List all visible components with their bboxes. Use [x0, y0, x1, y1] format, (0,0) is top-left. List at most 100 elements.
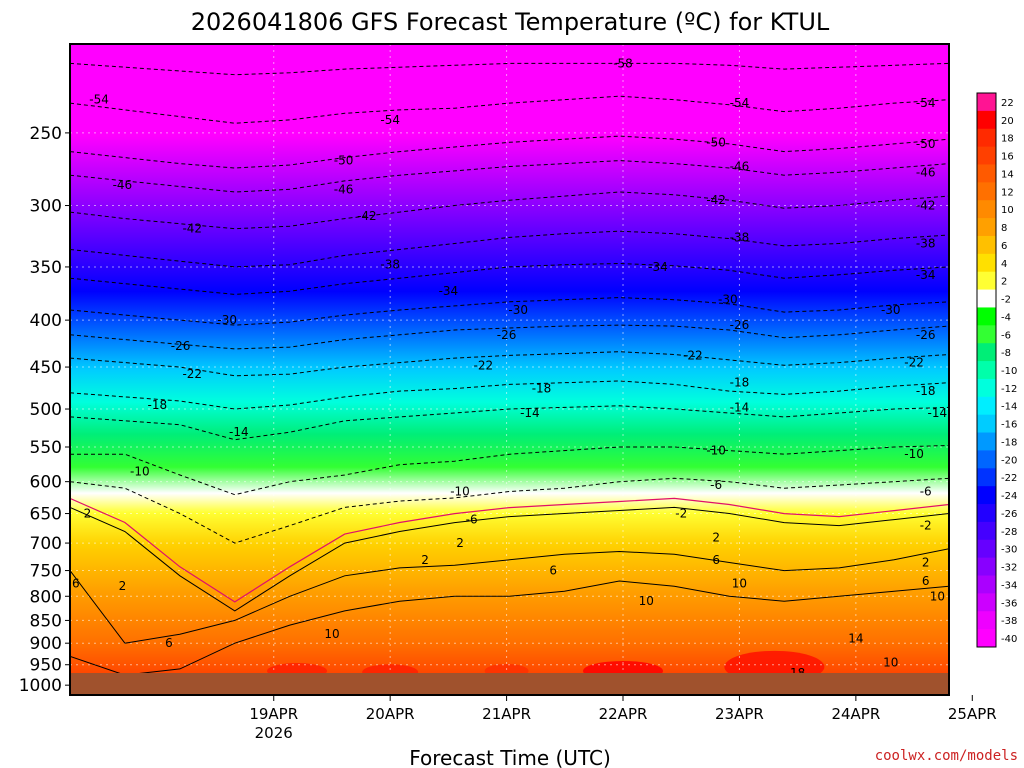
x-tick-label: 24APR: [831, 705, 880, 723]
isotherm-label: 2: [119, 579, 127, 593]
colorbar-label: -36: [1001, 598, 1017, 609]
colorbar-label: -20: [1001, 455, 1017, 466]
isotherm-label: -50: [916, 137, 936, 151]
colorbar-swatch: [977, 593, 996, 612]
isotherm-label: -30: [508, 303, 528, 317]
isotherm-label: -30: [718, 293, 738, 307]
colorbar-label: -14: [1001, 402, 1017, 413]
x-tick-year: 2026: [255, 724, 293, 742]
isotherm-label: 2: [456, 536, 464, 550]
isotherm-label: -18: [532, 382, 552, 396]
colorbar-swatch: [977, 521, 996, 541]
isotherm-label: -26: [497, 328, 517, 342]
isotherm-label: -54: [380, 113, 400, 127]
x-tick-label: 23APR: [715, 705, 764, 723]
colorbar-swatch: [977, 343, 996, 362]
colorbar-swatch: [977, 414, 996, 434]
isotherm-label: -42: [706, 193, 726, 207]
colorbar-label: 10: [1001, 205, 1014, 216]
colorbar-swatch: [977, 200, 996, 219]
y-tick-label: 350: [30, 258, 62, 278]
isotherm-label: 2: [922, 556, 930, 570]
colorbar-swatch: [977, 575, 996, 594]
isotherm-label: -50: [706, 135, 726, 149]
isotherm-label: -46: [113, 178, 133, 192]
colorbar-swatch: [977, 271, 996, 291]
y-tick-label: 400: [30, 311, 62, 331]
isotherm-label: -30: [881, 303, 901, 317]
isotherm-label: -34: [916, 268, 936, 282]
isotherm--10: [70, 445, 949, 496]
colorbar-label: 4: [1001, 259, 1007, 270]
colorbar-swatch: [977, 128, 996, 148]
isotherm-label: -6: [710, 478, 722, 492]
colorbar-label: -24: [1001, 491, 1017, 502]
x-tick-label: 19APR: [249, 705, 298, 723]
colorbar-swatch: [977, 504, 996, 523]
colorbar-label: -10: [1001, 366, 1017, 377]
y-tick-label: 700: [30, 534, 62, 554]
isotherm-label: -30: [217, 313, 237, 327]
isotherm-label: 6: [549, 564, 557, 578]
colorbar-swatch: [977, 307, 996, 326]
isotherm-label: 10: [324, 627, 339, 641]
isotherm--6: [70, 477, 949, 544]
x-axis-label: Forecast Time (UTC): [409, 746, 611, 768]
credit-link[interactable]: coolwx.com/models: [875, 748, 1018, 764]
isotherm-label: -10: [706, 444, 726, 458]
isotherm-label: -54: [916, 96, 936, 110]
isotherm-label: -18: [148, 398, 168, 412]
x-tick-label: 21APR: [482, 705, 531, 723]
colorbar-label: 18: [1001, 134, 1014, 145]
isotherm-label: 10: [639, 594, 654, 608]
colorbar-swatch: [977, 557, 996, 577]
isotherm--18: [70, 380, 949, 410]
colorbar-label: -18: [1001, 437, 1017, 448]
isotherm-label: -14: [730, 400, 750, 414]
isotherm-label: -14: [928, 406, 948, 420]
y-tick-label: 900: [30, 634, 62, 654]
y-tick-label: 800: [30, 587, 62, 607]
y-tick-label: 450: [30, 358, 62, 378]
isotherm-label: -6: [466, 513, 478, 527]
y-tick-label: 1000: [19, 676, 62, 696]
colorbar-label: 14: [1001, 169, 1014, 180]
terrain-ground: [70, 673, 949, 695]
isotherm-label: -2: [675, 507, 687, 521]
colorbar-swatch: [977, 539, 996, 559]
isotherm-label: -18: [730, 376, 750, 390]
isotherm-label: -14: [229, 425, 249, 439]
colorbar-label: -12: [1001, 384, 1017, 395]
isotherm--54: [70, 95, 949, 124]
colorbar-label: -8: [1001, 348, 1011, 359]
colorbar-label: 2: [1001, 277, 1007, 288]
colorbar-swatch: [977, 110, 996, 130]
isotherm--38: [70, 230, 949, 268]
colorbar-label: -22: [1001, 473, 1017, 484]
colorbar-swatch: [977, 146, 996, 165]
colorbar-label: 8: [1001, 223, 1007, 234]
y-tick-label: 300: [30, 197, 62, 217]
isotherms: [70, 62, 949, 676]
isotherm-label: -22: [683, 348, 703, 362]
colorbar-swatch: [977, 235, 996, 255]
isotherm-label: 2: [421, 553, 429, 567]
colorbar-label: -32: [1001, 563, 1017, 574]
isotherm-label: 10: [883, 656, 898, 670]
isotherm-label: -26: [730, 318, 750, 332]
isotherm-label: -26: [171, 339, 191, 353]
isotherm-label: -10: [130, 465, 150, 479]
isotherm-label: -38: [380, 258, 400, 272]
colorbar-label: 22: [1001, 98, 1014, 109]
y-axis: 250 300 350 400 450 500 550 600 650 700 750 800 850 9…: [19, 124, 70, 696]
y-tick-label: 250: [30, 124, 62, 144]
isotherm-label: -14: [520, 406, 540, 420]
colorbar-swatch: [977, 218, 996, 237]
isotherm-label: -22: [182, 367, 202, 381]
isotherm-label: -42: [357, 209, 377, 223]
y-tick-label: 550: [30, 438, 62, 458]
isotherm--42: [70, 191, 949, 230]
isotherm-label: -54: [89, 93, 109, 107]
